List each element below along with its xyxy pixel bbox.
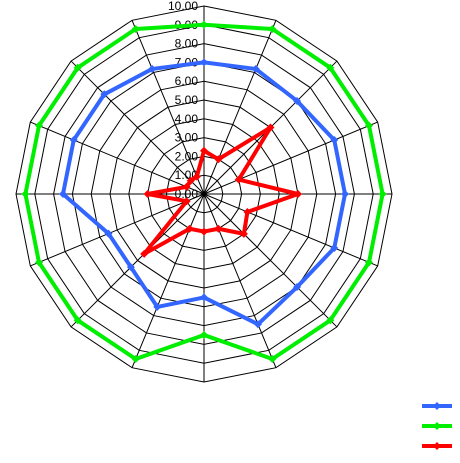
data-point [100, 90, 109, 99]
data-point [153, 302, 162, 311]
data-point [200, 293, 208, 302]
data-point [365, 121, 374, 130]
legend-item [422, 442, 452, 450]
data-point [294, 190, 302, 198]
data-point [268, 355, 277, 364]
data-point [234, 175, 243, 184]
tick-label: 10.00 [168, 0, 198, 13]
legend [422, 402, 452, 450]
axis-spoke [203, 193, 338, 328]
data-point [200, 227, 208, 236]
data-point [73, 316, 82, 325]
radial-tick-labels: 0.001.002.003.004.005.006.007.008.009.00… [168, 0, 198, 201]
data-point [330, 243, 339, 252]
axis-spoke [30, 193, 205, 267]
axis-spoke [131, 20, 205, 195]
data-point [131, 24, 140, 33]
data-point [200, 146, 208, 155]
data-point [182, 182, 191, 191]
axis-spoke [131, 193, 205, 368]
data-point [185, 224, 194, 233]
data-point [73, 63, 82, 72]
axis-spoke [203, 20, 277, 195]
data-point [239, 229, 248, 238]
data-point [293, 283, 302, 292]
data-point [200, 20, 208, 29]
series-2 [21, 20, 387, 364]
data-point [104, 229, 113, 238]
data-point [330, 136, 339, 145]
data-point [182, 197, 191, 206]
data-point [192, 172, 201, 181]
data-point [200, 331, 208, 339]
data-point [326, 316, 335, 325]
series-3 [140, 123, 302, 258]
data-point [378, 190, 387, 198]
axis-spoke [70, 193, 205, 328]
data-point [243, 207, 252, 216]
tick-label: 5.00 [175, 93, 199, 107]
tick-label: 0.00 [175, 187, 199, 201]
axis-spoke [203, 121, 378, 195]
tick-label: 6.00 [175, 74, 199, 88]
axis-spoke [70, 60, 205, 195]
data-point [268, 24, 277, 33]
data-point [131, 355, 140, 364]
data-point [200, 58, 208, 67]
data-point [266, 123, 275, 132]
data-point [140, 249, 149, 258]
radar-series [21, 20, 387, 364]
legend-item [422, 422, 452, 430]
tick-label: 2.00 [175, 149, 199, 163]
data-point [143, 190, 152, 198]
series-1 [59, 58, 349, 329]
axis-spoke [203, 193, 277, 368]
data-point [253, 320, 262, 329]
data-point [326, 63, 335, 72]
data-point [69, 136, 78, 145]
data-point [59, 190, 67, 198]
data-point [365, 258, 374, 267]
axis-spoke [203, 193, 378, 267]
tick-label: 8.00 [175, 37, 199, 51]
data-point [186, 176, 195, 185]
data-point [341, 190, 349, 198]
legend-marker [433, 422, 441, 430]
data-point [214, 224, 223, 233]
data-point [214, 155, 223, 164]
tick-label: 3.00 [175, 131, 199, 145]
tick-label: 4.00 [175, 112, 199, 126]
data-point [293, 96, 302, 105]
data-point [126, 263, 135, 272]
data-point [34, 121, 43, 130]
data-point [251, 64, 260, 73]
data-point [148, 64, 157, 73]
legend-marker [433, 442, 441, 450]
data-point [21, 190, 30, 198]
data-point [34, 258, 43, 267]
axis-spoke [30, 121, 205, 195]
legend-marker [433, 402, 441, 410]
legend-item [422, 402, 452, 410]
